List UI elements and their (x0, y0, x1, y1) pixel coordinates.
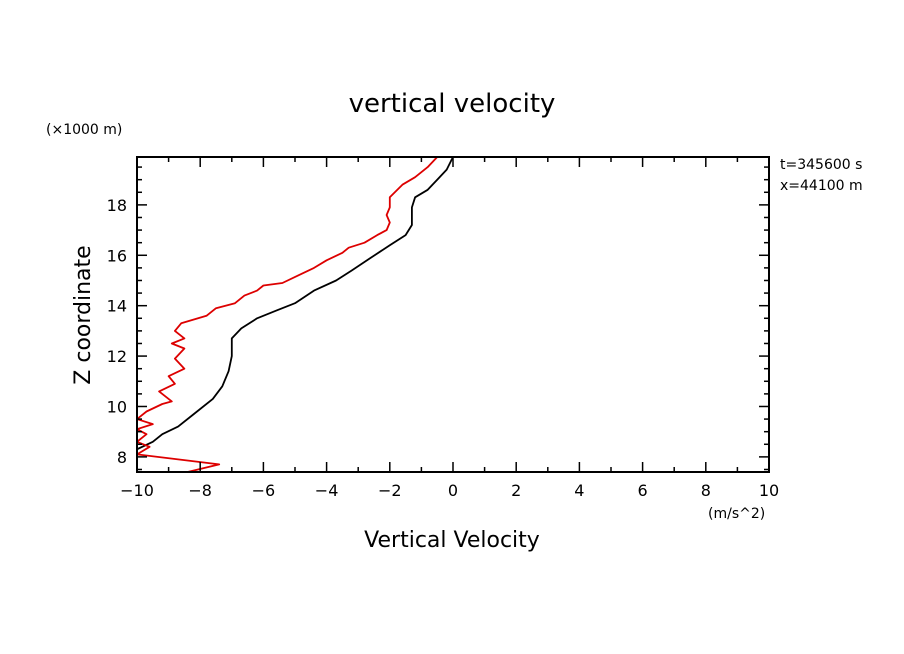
x-tick-label: 0 (448, 481, 458, 500)
y-tick-label: 12 (107, 347, 127, 366)
chart-title: vertical velocity (349, 89, 556, 119)
y-tick-label: 18 (107, 196, 127, 215)
x-axis-label: Vertical Velocity (364, 528, 540, 553)
x-tick-label: 4 (574, 481, 584, 500)
plot-frame (136, 156, 770, 473)
ticks-layer: −10 −8 −6 −4 −2 0 2 4 6 8 10 8 10 12 14 16 18 (107, 157, 779, 500)
annotation-time: t=345600 s (780, 157, 862, 173)
y-tick-label: 14 (107, 297, 127, 316)
x-units-label: (m/s^2) (708, 506, 765, 522)
series-line-black (137, 157, 454, 451)
series-line-red (137, 157, 438, 472)
x-tick-label: −4 (315, 481, 339, 500)
y-units-label: (×1000 m) (46, 122, 122, 138)
x-tick-label: −8 (188, 481, 212, 500)
y-axis-label: Z coordinate (71, 245, 96, 384)
series-layer (137, 157, 454, 472)
y-tick-label: 8 (117, 448, 127, 467)
x-tick-label: 6 (638, 481, 648, 500)
x-tick-label: 8 (701, 481, 711, 500)
plot-area: −10 −8 −6 −4 −2 0 2 4 6 8 10 8 10 12 14 16 18 (107, 156, 779, 500)
y-tick-label: 16 (107, 246, 127, 265)
annotation-position: x=44100 m (780, 178, 863, 194)
x-tick-label: −10 (120, 481, 154, 500)
x-tick-label: 10 (759, 481, 779, 500)
x-tick-label: 2 (511, 481, 521, 500)
x-tick-label: −6 (252, 481, 276, 500)
y-tick-label: 10 (107, 397, 127, 416)
x-tick-label: −2 (378, 481, 402, 500)
